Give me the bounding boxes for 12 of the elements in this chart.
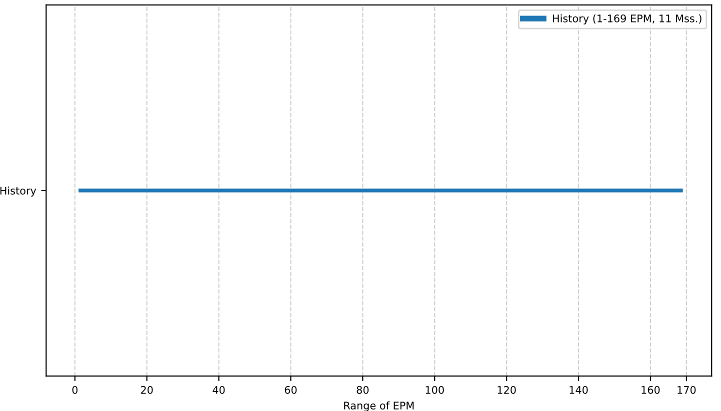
x-tick-label: 170 (678, 386, 696, 394)
x-tick-label: 20 (141, 386, 153, 394)
x-tick-label: 0 (72, 386, 78, 394)
legend-label: History (1-169 EPM, 11 Mss.) (553, 14, 702, 24)
x-tick-label: 40 (212, 386, 225, 394)
x-tick-label: 120 (498, 386, 516, 394)
x-tick-label: 80 (356, 386, 369, 394)
x-tick-label: 100 (426, 386, 444, 394)
x-tick-label: 160 (642, 386, 660, 394)
x-tick-label: 60 (284, 386, 297, 394)
x-tick-label: 140 (570, 386, 588, 394)
y-tick-label: History (0, 186, 36, 197)
